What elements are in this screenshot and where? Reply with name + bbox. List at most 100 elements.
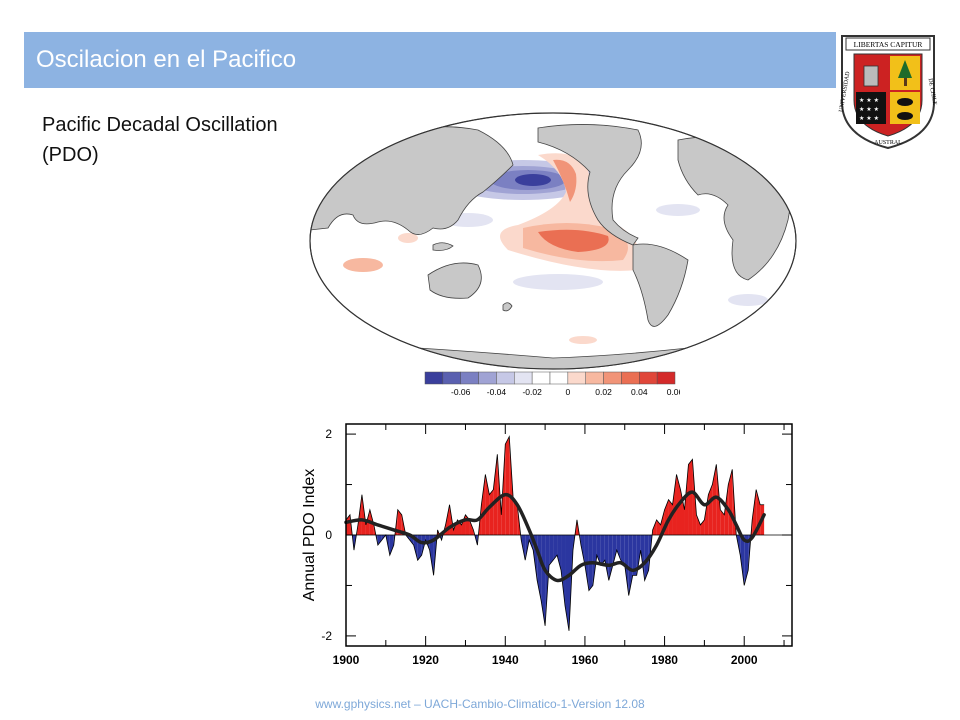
negative-area-segment: [612, 535, 617, 566]
positive-area-segment: [708, 484, 713, 535]
x-tick-label: 1920: [412, 653, 439, 667]
positive-area-segment: [469, 519, 474, 535]
colorbar-swatch: [621, 371, 640, 385]
negative-area-segment: [377, 535, 382, 546]
colorbar-swatch: [442, 371, 461, 385]
svg-text:★ ★ ★: ★ ★ ★: [859, 106, 879, 113]
negative-area-segment: [553, 535, 558, 561]
colorbar-swatch: [424, 371, 444, 385]
positive-area-segment: [505, 436, 510, 535]
crest-bottom-text: AUSTRAL: [874, 140, 902, 146]
colorbar-swatch: [549, 371, 569, 385]
positive-area-segment: [652, 519, 657, 535]
svg-text:★ ★ ★: ★ ★ ★: [859, 97, 879, 104]
colorbar-label: -0.02: [522, 387, 542, 397]
axis-ticks: [345, 424, 792, 646]
colorbar-labels: -0.06 -0.04 -0.02 0 0.02 0.04 0.06: [451, 387, 680, 397]
negative-area-segment: [561, 535, 566, 606]
pdo-spatial-pattern-map: [309, 112, 797, 370]
negative-area-segment: [389, 535, 394, 556]
negative-area-segment: [429, 535, 434, 576]
negative-area-segment: [353, 535, 357, 551]
negative-area-segment: [580, 535, 585, 566]
positive-area-segment: [493, 454, 498, 535]
negative-area-segment: [545, 535, 550, 626]
positive-area-segment: [461, 514, 466, 535]
negative-area-segment: [608, 535, 613, 581]
positive-area-segment: [720, 509, 725, 535]
positive-area-segment: [696, 514, 701, 535]
y-tick-label: -2: [321, 629, 332, 643]
positive-area-segment: [728, 469, 733, 535]
positive-area-segment: [481, 474, 486, 535]
y-tick-label: 0: [325, 528, 332, 542]
negative-area-segment: [433, 535, 438, 576]
x-tick-label: 1940: [492, 653, 519, 667]
positive-area-segment: [712, 464, 717, 535]
colorbar-swatch: [460, 371, 479, 385]
colorbar-swatch: [639, 371, 658, 385]
negative-area-segment: [579, 535, 581, 546]
colorbar-swatches: [424, 371, 676, 385]
x-tick-label: 1980: [651, 653, 678, 667]
negative-area-segment: [549, 535, 554, 566]
university-crest-logo: LIBERTAS CAPITUR ★ ★ ★★ ★ ★★ ★ ★ UNIVERS…: [839, 35, 938, 150]
x-tick-label: 1960: [572, 653, 599, 667]
colorbar-swatch: [496, 371, 515, 385]
positive-area-segment: [688, 459, 693, 535]
colorbar-label: 0: [565, 387, 570, 397]
svg-text:★ ★ ★: ★ ★ ★: [859, 115, 879, 122]
y-tick-label: 2: [325, 427, 332, 441]
positive-area-segment: [349, 514, 353, 535]
positive-area-segment: [489, 489, 494, 535]
colorbar-label: -0.06: [451, 387, 471, 397]
x-tick-label: 2000: [731, 653, 758, 667]
colorbar-legend: -0.06 -0.04 -0.02 0 0.02 0.04 0.06: [424, 371, 680, 397]
negative-area-segment: [640, 535, 645, 581]
colorbar-swatch: [585, 371, 604, 385]
positive-area-segment: [509, 436, 514, 535]
negative-area-segment: [557, 535, 562, 571]
negative-area-segment: [565, 535, 569, 631]
negative-area-segment: [616, 535, 621, 561]
colorbar-swatch: [656, 371, 676, 385]
negative-area-segment: [572, 535, 575, 551]
smoothed-index-line: [344, 490, 766, 583]
slide-footer: www.gphysics.net – UACH-Cambio-Climatico…: [315, 697, 645, 711]
colorbar-label: -0.04: [487, 387, 507, 397]
positive-area-segment: [513, 499, 518, 535]
positive-area-segment: [752, 489, 757, 535]
annual-index-line: [345, 435, 765, 631]
positive-area-segment: [672, 474, 677, 535]
slide-title: Oscilacion en el Pacifico: [36, 46, 297, 73]
negative-area-segment: [592, 535, 597, 586]
negative-area-segment: [604, 535, 609, 581]
negative-area-segment: [632, 535, 637, 576]
negative-area-segment: [600, 535, 605, 566]
positive-area-segment: [401, 514, 406, 535]
colorbar-label: 0.02: [595, 387, 612, 397]
colorbar-swatch: [531, 371, 551, 385]
crest-motto: LIBERTAS CAPITUR: [854, 40, 923, 49]
colorbar-swatch: [478, 371, 497, 385]
title-bar: Oscilacion en el Pacifico: [24, 32, 836, 88]
colorbar-swatch: [567, 371, 586, 385]
colorbar-label: 0.04: [631, 387, 648, 397]
y-axis-label: Annual PDO Index: [301, 469, 318, 602]
negative-area-segment: [636, 535, 641, 576]
negative-area-segment: [541, 535, 546, 626]
positive-area-segment: [394, 509, 398, 535]
colorbar-swatch: [603, 371, 622, 385]
negative-area-segment: [740, 535, 745, 586]
colorbar-swatch: [514, 371, 533, 385]
colorbar-label: 0.06: [667, 387, 680, 397]
crest-right-text: DE CHILE: [927, 78, 938, 106]
positive-area-segment: [397, 509, 402, 535]
positive-area-segment: [684, 464, 689, 535]
positive-area-segment: [373, 524, 376, 535]
slide-subtitle: Pacific Decadal Oscillation (PDO): [42, 114, 278, 166]
x-tick-label: 1900: [333, 653, 360, 667]
pdo-index-chart: 1900 1920 1940 1960 1980 2000 -2 0 2 Annual PDO …: [301, 423, 793, 667]
positive-area-segment: [346, 514, 350, 535]
negative-area-segment: [620, 535, 625, 566]
